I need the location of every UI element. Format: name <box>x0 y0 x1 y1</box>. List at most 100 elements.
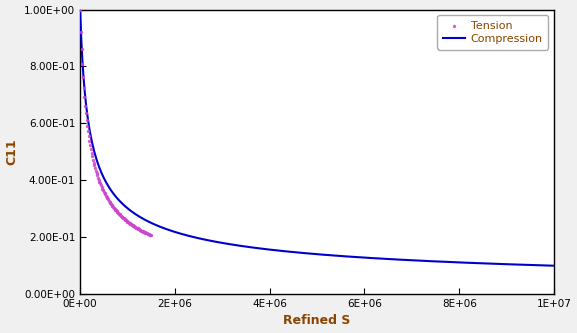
Tension <box>138 229 148 234</box>
Tension <box>110 206 119 211</box>
Tension <box>106 200 115 205</box>
Compression <box>374 256 381 260</box>
Y-axis label: C11: C11 <box>6 139 18 165</box>
Tension <box>137 228 147 233</box>
Tension <box>125 220 134 226</box>
Tension <box>92 170 101 176</box>
Tension <box>100 192 110 197</box>
Tension <box>143 231 152 236</box>
Tension <box>87 150 96 156</box>
Tension <box>82 117 91 123</box>
Legend: Tension, Compression: Tension, Compression <box>437 15 549 50</box>
Tension <box>114 210 123 215</box>
Tension <box>112 208 121 214</box>
Tension <box>140 229 149 235</box>
Tension <box>77 47 86 52</box>
Tension <box>116 212 125 218</box>
Tension <box>79 85 88 91</box>
Tension <box>123 219 132 224</box>
Tension <box>86 147 95 152</box>
Tension <box>144 231 153 237</box>
X-axis label: Refined S: Refined S <box>283 314 351 327</box>
Tension <box>129 223 138 229</box>
Tension <box>78 74 88 80</box>
Tension <box>119 216 129 221</box>
Compression <box>77 8 84 12</box>
Tension <box>76 29 85 34</box>
Tension <box>135 227 144 232</box>
Tension <box>127 222 136 227</box>
Tension <box>88 154 97 159</box>
Tension <box>108 204 118 209</box>
Tension <box>141 230 151 236</box>
Tension <box>145 232 155 237</box>
Tension <box>104 198 114 203</box>
Tension <box>132 225 141 231</box>
Tension <box>107 202 117 207</box>
Tension <box>108 203 117 208</box>
Compression <box>550 264 557 268</box>
Tension <box>134 226 143 231</box>
Compression <box>419 259 426 263</box>
Tension <box>76 7 85 12</box>
Tension <box>147 233 156 238</box>
Tension <box>100 190 109 196</box>
Tension <box>133 226 142 231</box>
Tension <box>78 62 87 67</box>
Tension <box>114 211 123 216</box>
Tension <box>94 177 103 182</box>
Tension <box>131 224 140 230</box>
Tension <box>99 187 108 193</box>
Tension <box>143 231 152 236</box>
Tension <box>105 199 114 204</box>
Tension <box>141 230 150 235</box>
Tension <box>102 194 111 200</box>
Tension <box>111 208 121 213</box>
Tension <box>90 163 99 168</box>
Tension <box>97 184 106 189</box>
Tension <box>118 214 127 220</box>
Tension <box>117 213 126 218</box>
Tension <box>102 193 111 198</box>
Tension <box>136 227 145 233</box>
Tension <box>84 129 93 134</box>
Tension <box>140 230 149 235</box>
Tension <box>85 143 95 148</box>
Tension <box>83 123 92 129</box>
Tension <box>121 218 130 223</box>
Tension <box>126 221 135 226</box>
Tension <box>91 168 100 173</box>
Compression <box>421 259 428 263</box>
Tension <box>80 95 89 100</box>
Tension <box>88 157 98 162</box>
Tension <box>121 217 130 222</box>
Tension <box>128 222 137 228</box>
Tension <box>117 214 126 219</box>
Tension <box>91 166 100 171</box>
Tension <box>120 216 129 222</box>
Tension <box>103 195 112 201</box>
Compression <box>264 247 271 251</box>
Tension <box>113 209 122 215</box>
Tension <box>122 218 132 223</box>
Tension <box>84 134 93 139</box>
Tension <box>118 215 128 220</box>
Tension <box>132 225 141 230</box>
Tension <box>96 182 106 188</box>
Tension <box>138 229 147 234</box>
Line: Compression: Compression <box>80 10 554 266</box>
Tension <box>126 221 136 227</box>
Tension <box>85 139 94 144</box>
Tension <box>134 227 144 232</box>
Tension <box>123 219 133 225</box>
Tension <box>129 223 138 228</box>
Tension <box>96 181 105 186</box>
Tension <box>81 103 90 108</box>
Compression <box>231 243 238 247</box>
Tension <box>106 201 115 206</box>
Tension <box>109 205 118 210</box>
Tension <box>115 212 124 217</box>
Tension <box>130 224 139 229</box>
Tension <box>137 228 146 233</box>
Tension <box>93 175 103 180</box>
